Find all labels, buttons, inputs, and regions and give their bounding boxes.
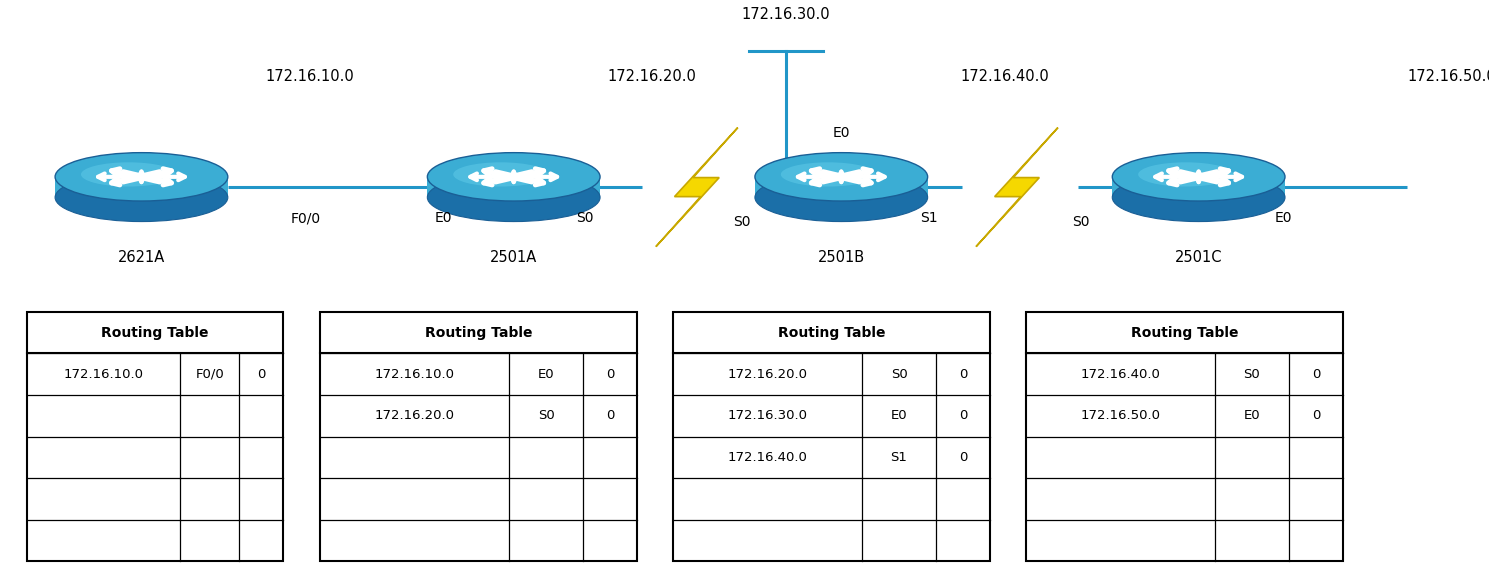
Polygon shape [977,128,1059,247]
Text: E0: E0 [832,126,850,140]
Text: 0: 0 [1312,409,1321,422]
Text: Routing Table: Routing Table [1130,325,1239,340]
Ellipse shape [427,153,600,201]
Text: Routing Table: Routing Table [424,325,533,340]
Text: 172.16.10.0: 172.16.10.0 [265,69,354,84]
Text: 172.16.50.0: 172.16.50.0 [1407,69,1489,84]
Bar [320,312,637,561]
Text: 172.16.40.0: 172.16.40.0 [1081,368,1160,380]
Text: E0: E0 [435,211,453,225]
Text: Routing Table: Routing Table [101,325,208,340]
Text: 172.16.20.0: 172.16.20.0 [728,368,807,380]
Text: 2501B: 2501B [817,251,865,265]
Text: 172.16.50.0: 172.16.50.0 [1081,409,1160,422]
Text: 172.16.40.0: 172.16.40.0 [960,69,1050,84]
Text: 172.16.30.0: 172.16.30.0 [728,409,807,422]
Text: 2621A: 2621A [118,251,165,265]
Text: E0: E0 [538,368,554,380]
Bar [427,177,600,197]
Text: S0: S0 [733,215,750,229]
Bar [1112,177,1285,197]
Text: S1: S1 [920,211,938,225]
Text: F0/0: F0/0 [195,368,225,380]
Ellipse shape [755,173,928,222]
Text: 172.16.20.0: 172.16.20.0 [375,409,454,422]
Ellipse shape [780,162,876,187]
Text: 0: 0 [258,368,265,380]
Text: 0: 0 [1312,368,1321,380]
Bar [673,312,990,561]
Text: 172.16.10.0: 172.16.10.0 [64,368,143,380]
Text: 0: 0 [959,409,968,422]
Text: S0: S0 [576,211,594,225]
Bar [55,177,228,197]
Text: 0: 0 [959,451,968,464]
Text: S0: S0 [1072,215,1090,229]
Ellipse shape [755,153,928,201]
Text: 0: 0 [959,368,968,380]
Ellipse shape [427,173,600,222]
Text: E0: E0 [890,409,907,422]
Ellipse shape [1112,153,1285,201]
Text: F0/0: F0/0 [290,211,320,225]
Text: E0: E0 [1275,211,1292,225]
Bar [1026,312,1343,561]
Ellipse shape [55,173,228,222]
Ellipse shape [453,162,548,187]
Text: 172.16.10.0: 172.16.10.0 [375,368,454,380]
Text: 0: 0 [606,409,615,422]
Text: 2501A: 2501A [490,251,538,265]
Text: 172.16.30.0: 172.16.30.0 [742,7,831,22]
Text: 172.16.20.0: 172.16.20.0 [608,69,697,84]
Polygon shape [655,128,739,247]
Text: S1: S1 [890,451,907,464]
Text: 2501C: 2501C [1175,251,1222,265]
Text: S0: S0 [1243,368,1260,380]
Ellipse shape [80,162,176,187]
Ellipse shape [1138,162,1233,187]
Text: S0: S0 [538,409,554,422]
Ellipse shape [1112,173,1285,222]
Text: Routing Table: Routing Table [777,325,886,340]
Text: S0: S0 [890,368,907,380]
Bar [755,177,928,197]
Text: 172.16.40.0: 172.16.40.0 [728,451,807,464]
Text: 0: 0 [606,368,615,380]
Bar [27,312,283,561]
Text: E0: E0 [1243,409,1260,422]
Ellipse shape [55,153,228,201]
